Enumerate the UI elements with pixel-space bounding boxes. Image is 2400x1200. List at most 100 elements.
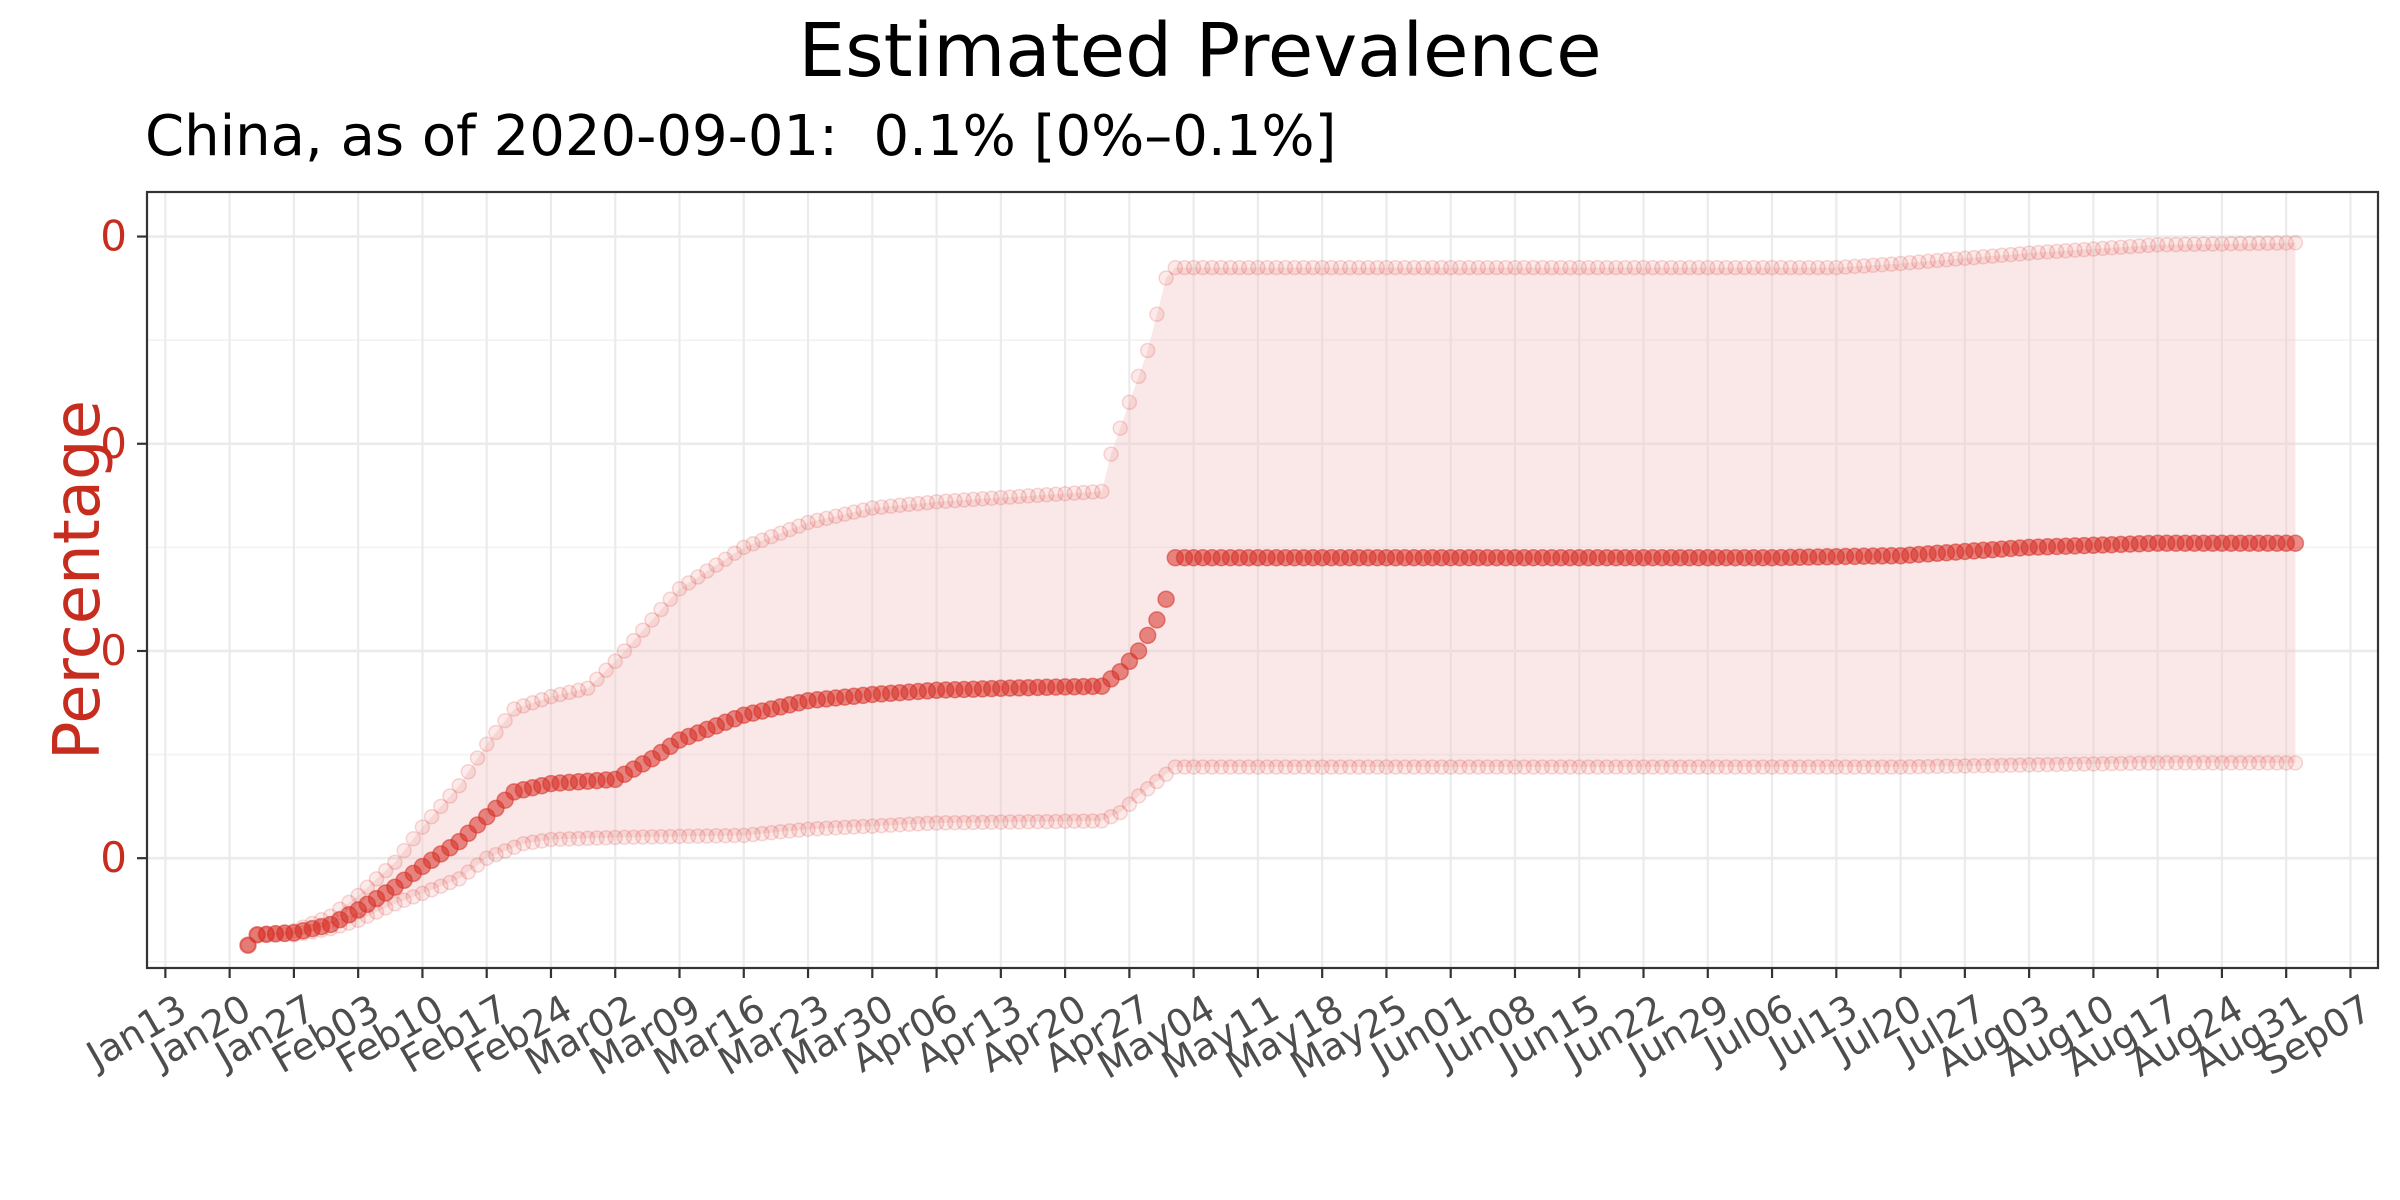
lower-point xyxy=(1470,759,1487,775)
lower-point xyxy=(1029,813,1046,830)
lower-point xyxy=(1975,757,1991,774)
upper-point xyxy=(1525,259,1542,276)
upper-point xyxy=(2250,235,2267,252)
lower-point xyxy=(2085,756,2102,772)
upper-point xyxy=(1929,252,1946,269)
lower-point xyxy=(1424,759,1441,775)
upper-point xyxy=(1415,259,1431,276)
upper-point xyxy=(2149,237,2166,253)
upper-point xyxy=(506,701,522,717)
lower-point xyxy=(1727,759,1744,775)
lower-point xyxy=(1103,808,1119,825)
lower-point xyxy=(1938,758,1955,775)
lower-point xyxy=(1048,813,1064,830)
lower-point xyxy=(1929,758,1946,775)
lower-point xyxy=(1709,759,1725,775)
lower-point xyxy=(699,828,715,844)
lower-point xyxy=(1562,759,1578,775)
upper-point xyxy=(1084,484,1101,500)
upper-point xyxy=(2287,235,2304,251)
upper-point xyxy=(1167,259,1184,276)
upper-point xyxy=(561,684,578,701)
lower-point xyxy=(497,843,513,859)
lower-point xyxy=(956,814,972,831)
lower-point xyxy=(827,820,844,836)
upper-point xyxy=(1791,259,1808,276)
upper-point xyxy=(1250,259,1266,276)
upper-point xyxy=(855,502,871,518)
upper-point xyxy=(1938,252,1955,268)
lower-point xyxy=(635,829,651,845)
upper-point xyxy=(1947,251,1964,267)
estimate-point xyxy=(1148,611,1166,629)
upper-point xyxy=(1773,259,1789,276)
upper-point xyxy=(800,514,816,531)
lower-point xyxy=(1369,759,1386,775)
lower-point xyxy=(1534,759,1551,775)
upper-point xyxy=(671,581,688,597)
upper-point xyxy=(359,879,376,895)
upper-point xyxy=(1543,259,1560,276)
lower-point xyxy=(433,878,449,894)
upper-point xyxy=(2241,235,2258,252)
lower-point xyxy=(1947,758,1964,774)
lower-point xyxy=(1819,759,1835,775)
lower-point xyxy=(1543,759,1560,775)
lower-point xyxy=(1580,759,1597,775)
upper-point xyxy=(699,563,715,579)
upper-point xyxy=(1654,259,1670,276)
lower-point xyxy=(1231,759,1248,775)
lower-point xyxy=(2159,755,2175,771)
upper-point xyxy=(414,819,431,835)
lower-point xyxy=(1681,759,1698,775)
upper-point xyxy=(579,680,596,697)
upper-point xyxy=(1837,259,1854,275)
lower-point xyxy=(561,831,578,847)
lower-point xyxy=(1883,759,1900,775)
lower-point xyxy=(919,815,936,832)
upper-point xyxy=(1920,253,1936,270)
upper-point xyxy=(1314,259,1330,276)
lower-point xyxy=(1204,759,1220,775)
upper-point xyxy=(1626,259,1643,276)
lower-point xyxy=(2003,757,2019,773)
lower-point xyxy=(1167,759,1184,775)
lower-point xyxy=(1259,759,1275,775)
lower-point xyxy=(671,828,688,845)
x-axis: Jan13Jan20Jan27Feb03Feb10Feb17Feb24Mar02… xyxy=(78,968,2379,1088)
upper-point xyxy=(791,518,807,534)
upper-point xyxy=(478,736,495,752)
upper-point xyxy=(1048,486,1064,502)
estimate-point xyxy=(1157,590,1175,608)
upper-point xyxy=(1360,259,1376,276)
upper-point xyxy=(2278,235,2294,251)
upper-point xyxy=(1195,259,1211,276)
lower-point xyxy=(1718,759,1734,775)
upper-point xyxy=(1424,259,1441,276)
upper-point xyxy=(1498,259,1514,276)
lower-point xyxy=(515,835,532,852)
upper-point xyxy=(1553,259,1569,276)
upper-point xyxy=(1975,249,1991,265)
upper-point xyxy=(919,494,936,511)
lower-point xyxy=(1479,759,1496,775)
lower-point xyxy=(1488,759,1505,775)
lower-point xyxy=(809,820,825,837)
lower-point xyxy=(552,831,568,847)
upper-point xyxy=(1442,259,1459,276)
lower-point xyxy=(1176,759,1193,775)
upper-point xyxy=(1709,259,1725,276)
lower-point xyxy=(616,829,633,846)
lower-point xyxy=(1397,759,1413,775)
upper-point xyxy=(864,500,881,516)
upper-point xyxy=(1856,258,1872,274)
lower-point xyxy=(1874,759,1890,775)
upper-point xyxy=(2067,242,2083,258)
upper-point xyxy=(846,504,862,520)
upper-point xyxy=(708,557,724,573)
lower-point xyxy=(781,823,798,839)
lower-point xyxy=(2058,756,2074,773)
lower-point xyxy=(763,824,780,841)
y-tick-label: 0 xyxy=(100,833,127,882)
upper-point xyxy=(543,688,559,705)
